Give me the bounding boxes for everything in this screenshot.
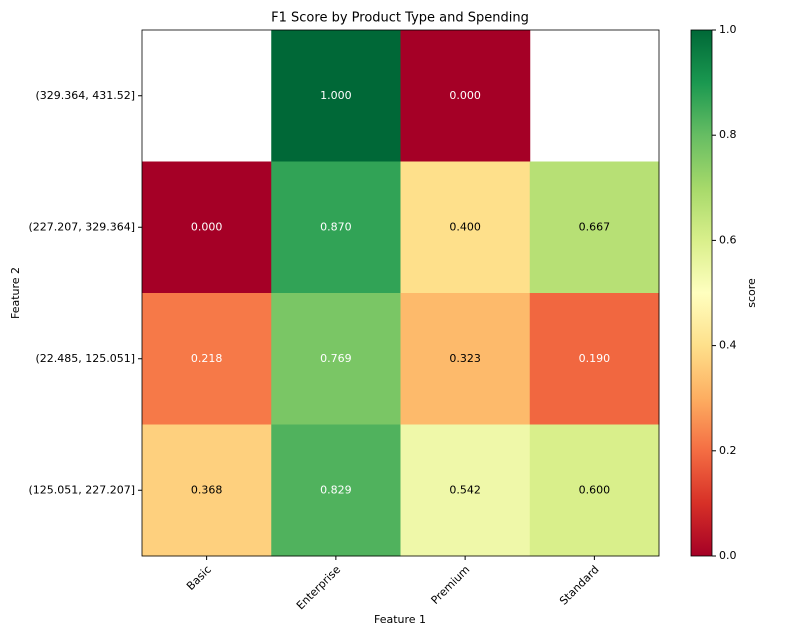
heatmap-cell [400, 30, 531, 162]
cell-label: 0.323 [449, 352, 481, 365]
cell-label: 0.190 [579, 352, 611, 365]
colorbar-tick-label: 0.4 [719, 339, 737, 352]
y-tick-label: (329.364, 431.52] [35, 89, 135, 102]
cell-label: 0.000 [191, 220, 223, 233]
heatmap-cell [400, 293, 531, 425]
heatmap-cell [142, 161, 272, 294]
cell-label: 0.870 [320, 220, 352, 233]
colorbar-tick-label: 0.0 [719, 549, 737, 562]
cell-label: 0.000 [449, 89, 481, 102]
y-tick-label: (22.485, 125.051] [35, 352, 135, 365]
heatmap-cell [271, 30, 401, 162]
heatmap-cell [529, 424, 660, 557]
heatmap-cell [400, 424, 531, 557]
colorbar-tick-label: 1.0 [719, 23, 737, 36]
heatmap-cell [142, 293, 272, 425]
heatmap-cell [271, 424, 401, 557]
heatmap-cell [529, 161, 660, 294]
heatmap-cell [529, 293, 660, 425]
colorbar [690, 29, 713, 557]
heatmap-cell [271, 161, 401, 294]
cell-label: 0.400 [449, 220, 481, 233]
heatmap-cell [271, 293, 401, 425]
plot-frame [141, 29, 660, 557]
cell-label: 0.769 [320, 352, 352, 365]
cell-label: 1.000 [320, 89, 352, 102]
x-tick-label: Standard [557, 563, 602, 608]
cell-label: 0.667 [579, 220, 611, 233]
heatmap-cell [142, 424, 272, 557]
x-axis-label: Feature 1 [374, 613, 426, 626]
cell-label: 0.368 [191, 483, 223, 496]
chart-title: F1 Score by Product Type and Spending [271, 11, 529, 26]
x-tick-label: Enterprise [294, 563, 343, 612]
colorbar-tick-label: 0.6 [719, 233, 737, 246]
y-axis-label: Feature 2 [9, 267, 22, 319]
colorbar-tick-label: 0.8 [719, 128, 737, 141]
colorbar-label: score [745, 278, 758, 308]
heatmap-cell [400, 161, 531, 294]
cell-label: 0.829 [320, 483, 352, 496]
cell-label: 0.542 [449, 483, 481, 496]
x-tick-label: Premium [429, 563, 473, 607]
y-tick-label: (125.051, 227.207] [28, 483, 135, 496]
y-tick-label: (227.207, 329.364] [28, 220, 135, 233]
cell-label: 0.218 [191, 352, 223, 365]
x-tick-label: Basic [184, 563, 214, 593]
colorbar-tick-label: 0.2 [719, 444, 737, 457]
cell-label: 0.600 [579, 483, 611, 496]
